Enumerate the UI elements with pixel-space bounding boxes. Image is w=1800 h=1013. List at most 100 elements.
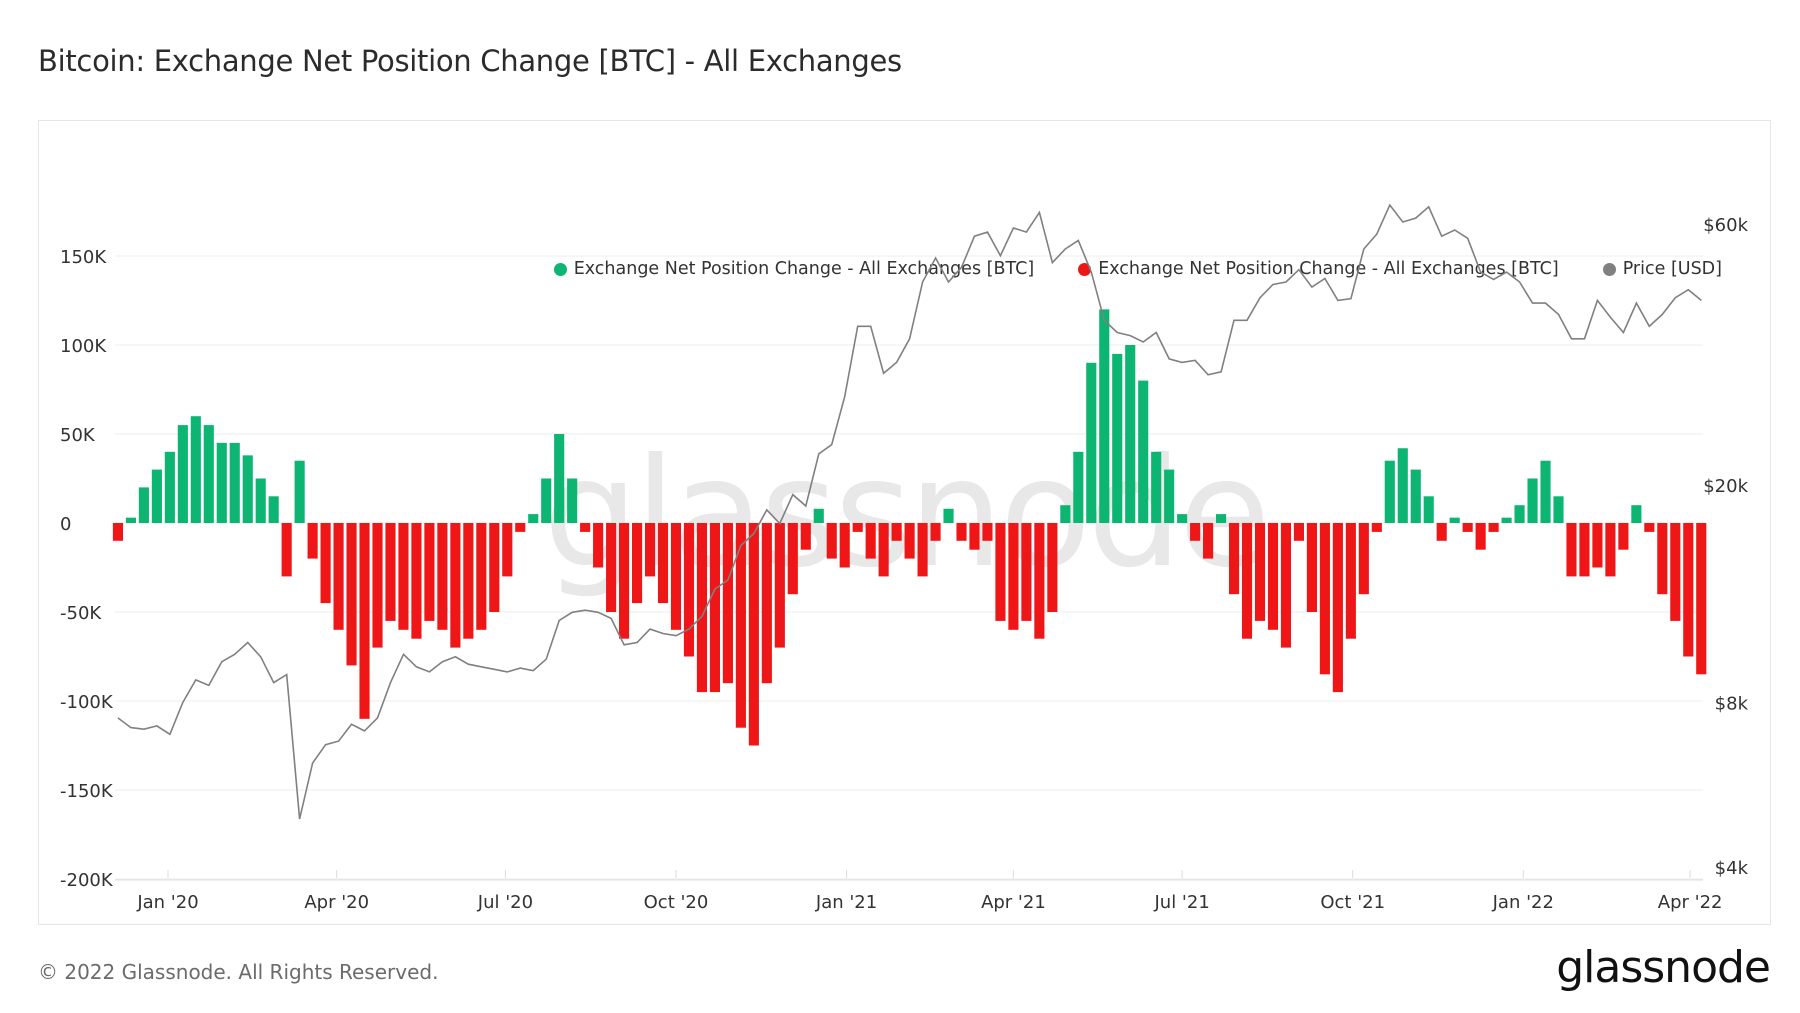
copyright-text: © 2022 Glassnode. All Rights Reserved.	[38, 960, 439, 984]
outflow-bar	[437, 523, 448, 630]
outflow-bar	[1254, 523, 1266, 621]
inflow-bar	[1112, 353, 1123, 523]
outflow-bar	[112, 523, 124, 541]
outflow-bar	[424, 523, 435, 621]
outflow-bar	[839, 523, 850, 568]
outflow-bar	[476, 523, 487, 630]
outflow-bar	[1345, 523, 1356, 639]
outflow-bar	[800, 523, 811, 550]
outflow-bar	[411, 523, 422, 639]
inflow-bar	[203, 425, 214, 523]
inflow-bar	[151, 469, 162, 523]
inflow-bar	[125, 517, 136, 523]
inflow-bar	[1099, 309, 1110, 523]
inflow-bar	[1138, 380, 1149, 523]
outflow-bar	[969, 523, 980, 550]
outflow-bar	[307, 523, 318, 559]
outflow-bar	[709, 523, 720, 693]
inflow-bar	[1449, 517, 1460, 523]
outflow-bar	[1008, 523, 1019, 630]
outflow-bar	[735, 523, 746, 728]
inflow-bar	[177, 425, 188, 523]
inflow-bar	[1177, 514, 1188, 523]
inflow-bar	[1384, 460, 1395, 523]
outflow-bar	[463, 523, 474, 639]
x-tick-label: Jul '20	[477, 892, 533, 913]
outflow-bar	[891, 523, 902, 541]
outflow-bar	[722, 523, 733, 684]
inflow-bar	[1125, 345, 1136, 523]
outflow-bar	[281, 523, 292, 577]
legend-item-inflow[interactable]: Exchange Net Position Change - All Excha…	[553, 259, 1034, 279]
outflow-bar	[1371, 523, 1382, 532]
inflow-bar	[1216, 514, 1227, 523]
legend-item-price[interactable]: Price [USD]	[1602, 259, 1722, 279]
outflow-bar	[580, 523, 591, 532]
outflow-bar	[865, 523, 876, 559]
outflow-bar	[1579, 523, 1590, 577]
outflow-bar	[1319, 523, 1330, 675]
y-tick-label: 100K	[60, 336, 107, 357]
outflow-bar	[1241, 523, 1253, 639]
outflow-bar	[1657, 523, 1668, 595]
inflow-bar	[1060, 505, 1071, 523]
x-axis: Jan '20 Apr '20 Jul '20 Oct '20 Jan '21 Apr '…	[136, 870, 1722, 913]
price-tick-label: $8k	[1715, 694, 1749, 715]
inflow-bar	[294, 460, 305, 523]
x-tick-label: Jan '20	[136, 892, 198, 913]
y-tick-label: -50K	[60, 603, 102, 624]
outflow-bar	[398, 523, 409, 630]
outflow-bar	[1280, 523, 1292, 648]
inflow-bar	[229, 442, 240, 523]
outflow-bar	[632, 523, 643, 604]
outflow-bar	[1203, 523, 1214, 559]
outflow-bar	[1332, 523, 1343, 693]
outflow-bar	[904, 523, 915, 559]
glassnode-logo[interactable]: glassnode	[1556, 942, 1771, 993]
outflow-bar	[606, 523, 617, 612]
outflow-bar	[995, 523, 1006, 621]
y-tick-label: 0	[60, 514, 71, 535]
bars	[112, 309, 1707, 746]
outflow-bar	[502, 523, 513, 577]
inflow-bar	[528, 514, 539, 523]
y-tick-label: 150K	[60, 247, 107, 268]
outflow-bar	[787, 523, 798, 595]
y-axis-left: 150K 100K 50K 0 -50K -100K -150K -200K	[60, 247, 114, 891]
chart-title: Bitcoin: Exchange Net Position Change [B…	[38, 44, 902, 78]
outflow-bar	[917, 523, 928, 577]
inflow-bar	[1501, 517, 1512, 523]
inflow-bar	[190, 416, 201, 523]
inflow-bar	[242, 455, 253, 523]
outflow-bar	[670, 523, 682, 630]
x-tick-label: Apr '21	[981, 892, 1046, 913]
outflow-bar	[346, 523, 357, 666]
outflow-bar	[657, 523, 669, 604]
outflow-bar	[359, 523, 370, 719]
outflow-bar	[696, 523, 708, 693]
outflow-bar	[1358, 523, 1369, 595]
outflow-bar	[619, 523, 630, 639]
legend-label: Exchange Net Position Change - All Excha…	[1098, 259, 1559, 279]
green-dot-icon	[553, 262, 567, 276]
inflow-bar	[1164, 469, 1175, 523]
outflow-bar	[748, 523, 759, 746]
inflow-bar	[1527, 478, 1538, 523]
outflow-bar	[1293, 523, 1305, 541]
inflow-bar	[1397, 448, 1408, 523]
outflow-bar	[1267, 523, 1279, 630]
x-tick-label: Jan '22	[1492, 892, 1554, 913]
y-tick-label: 50K	[60, 425, 96, 446]
outflow-bar	[1605, 523, 1616, 577]
x-tick-label: Jul '21	[1153, 892, 1209, 913]
outflow-bar	[489, 523, 500, 612]
outflow-bar	[333, 523, 344, 630]
outflow-bar	[1436, 523, 1447, 541]
outflow-bar	[1190, 523, 1201, 541]
inflow-bar	[541, 478, 552, 523]
inflow-bar	[216, 442, 227, 523]
outflow-bar	[761, 523, 772, 684]
x-tick-label: Apr '22	[1658, 892, 1723, 913]
y-axis-right: $60k $20k $8k $4k	[1703, 215, 1748, 879]
